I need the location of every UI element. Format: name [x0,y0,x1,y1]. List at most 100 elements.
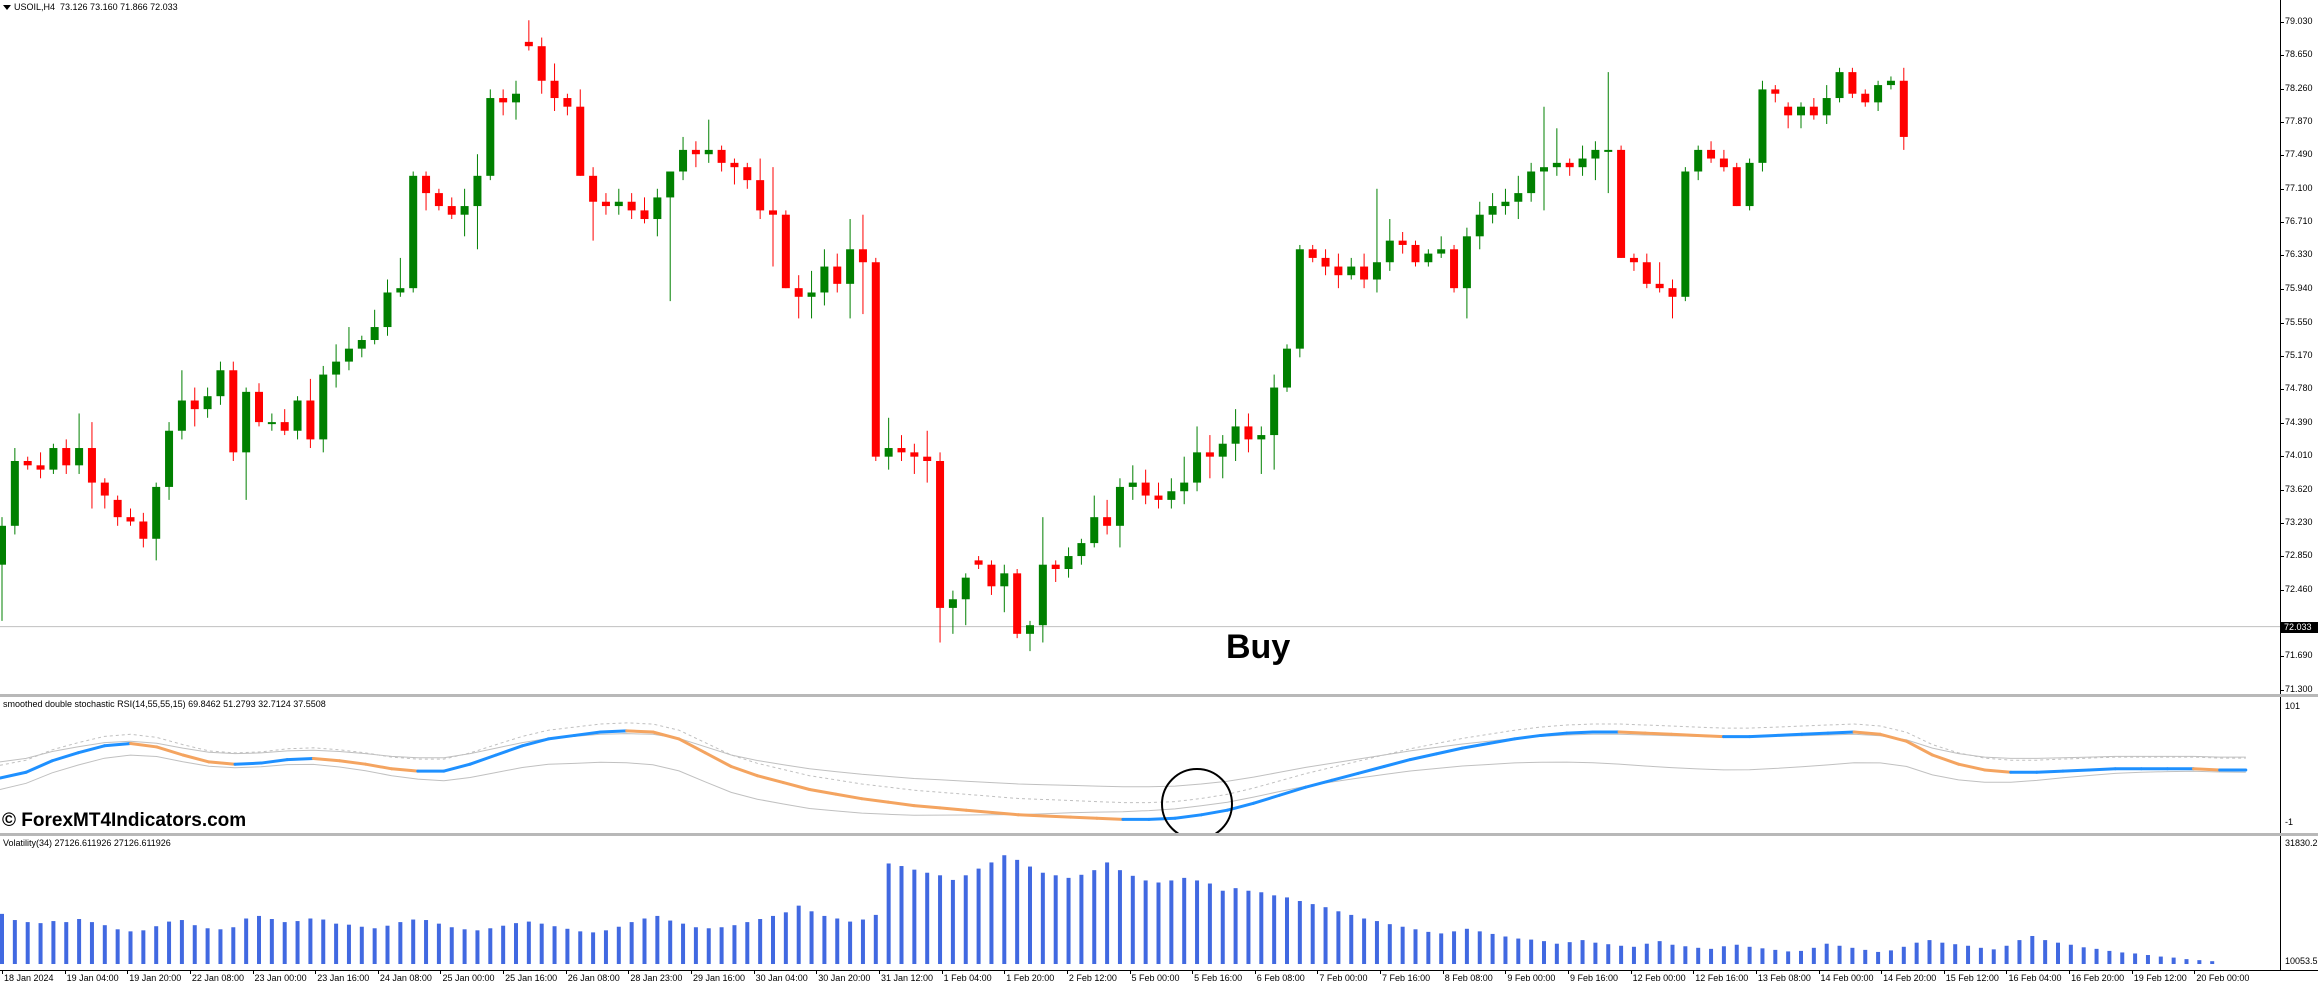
volatility-bar [668,920,673,964]
price-axis-label: 76.330 [2285,249,2313,260]
candle [460,188,469,237]
volatility-bar [2171,957,2176,964]
time-tick [377,971,379,974]
time-axis-label: 1 Feb 04:00 [943,973,992,983]
symbol-label: USOIL,H4 [14,2,56,12]
time-axis-label: 19 Jan 04:00 [66,973,119,983]
stoch-rsi-panel[interactable]: smoothed double stochastic RSI(14,55,55,… [0,697,2280,833]
time-axis-label: 9 Feb 00:00 [1507,973,1556,983]
candle [1552,128,1561,176]
candle [62,439,71,474]
time-tick [2,971,3,974]
candle [1218,435,1227,479]
candle [1360,253,1369,289]
volatility-bar [860,919,865,964]
volatility-axis[interactable]: 31830.2 10053.5 [2280,836,2318,970]
candle [550,63,559,112]
volatility-bar [1220,890,1225,964]
candle [139,512,148,548]
time-tick [878,971,880,974]
volatility-bar [783,912,788,964]
price-tick [2281,54,2284,56]
price-axis-label: 77.490 [2285,149,2313,160]
candle [627,193,636,220]
candle [1321,249,1330,276]
volatility-bar [1773,949,1778,964]
volatility-bar [925,872,930,964]
volatility-bar [989,862,994,964]
volatility-bar [1606,944,1611,964]
time-axis[interactable]: 18 Jan 2024 19 Jan 04:00 19 Jan 20:00 22 Ja… [0,970,2318,987]
candle [1090,495,1099,548]
volatility-bar [12,920,17,964]
candle [1411,240,1420,267]
candle [1026,620,1034,652]
volatility-bar [848,921,853,964]
signal-circle-annotation [1161,768,1233,833]
volatility-bar [2017,940,2022,964]
time-tick [941,971,943,974]
time-axis-label: 12 Feb 16:00 [1695,973,1749,983]
candle [1565,158,1574,176]
time-tick [64,971,66,974]
volatility-bar [2004,945,2009,964]
candle [165,422,174,500]
volatility-bar [1991,949,1996,964]
candle [743,162,752,189]
stoch-axis[interactable]: 101 -1 [2280,697,2318,833]
volatility-bar [269,919,274,964]
time-axis-label: 14 Feb 00:00 [1820,973,1874,983]
panel-separator[interactable] [0,833,2318,836]
time-tick [628,971,630,974]
volatility-bar [449,927,454,964]
time-tick [1755,971,1757,974]
candle [1295,244,1304,358]
candle [1809,98,1818,120]
volatility-bar [385,925,390,964]
volatility-bar [1709,948,1714,964]
price-tick [2281,355,2284,357]
volatility-bar [141,930,146,964]
volatility-bar [1400,926,1405,964]
candle [1167,478,1176,509]
candle [1642,253,1651,289]
time-axis-label: 9 Feb 16:00 [1569,973,1619,983]
candle [447,197,456,220]
volatility-bar [1811,947,1816,964]
volatility-bar [1439,933,1444,964]
volatility-bar [835,918,840,964]
stoch-axis-top: 101 [2285,701,2301,711]
volatility-bar [681,923,686,964]
candle [23,456,32,470]
candle [1013,569,1022,639]
candle [897,435,906,461]
candle [1462,227,1471,319]
volatility-bar [591,932,596,964]
candle [396,257,405,297]
price-axis[interactable]: 79.030 78.650 78.260 77.870 77.490 77.100 76.7… [2280,0,2318,694]
buy-signal-label: Buy [1226,628,1291,666]
volatility-bar [1554,943,1559,964]
candle [152,482,161,561]
volatility-panel[interactable]: Volatility(34) 27126.611926 27126.611926 [0,836,2280,970]
price-chart-panel[interactable]: USOIL,H4 73.126 73.160 71.866 72.033 Buy [0,0,2280,694]
time-axis-label: 20 Feb 00:00 [2196,973,2250,983]
candle [10,448,19,535]
panel-separator[interactable] [0,694,2318,697]
candle [87,422,96,509]
volatility-bar [1310,904,1315,964]
candle [1398,231,1407,254]
price-tick [2281,155,2284,157]
volatility-bar [1516,938,1521,964]
volatility-bar [1940,942,1945,964]
volatility-bar [629,922,634,964]
time-tick [1943,971,1945,974]
time-axis-label: 5 Feb 00:00 [1131,973,1180,983]
time-tick [691,971,693,974]
candle [280,409,289,436]
price-tick [2281,589,2284,591]
collapse-triangle-icon[interactable] [3,5,11,11]
volatility-bar [1246,890,1251,964]
price-tick [2281,389,2284,391]
candle [1514,175,1523,220]
